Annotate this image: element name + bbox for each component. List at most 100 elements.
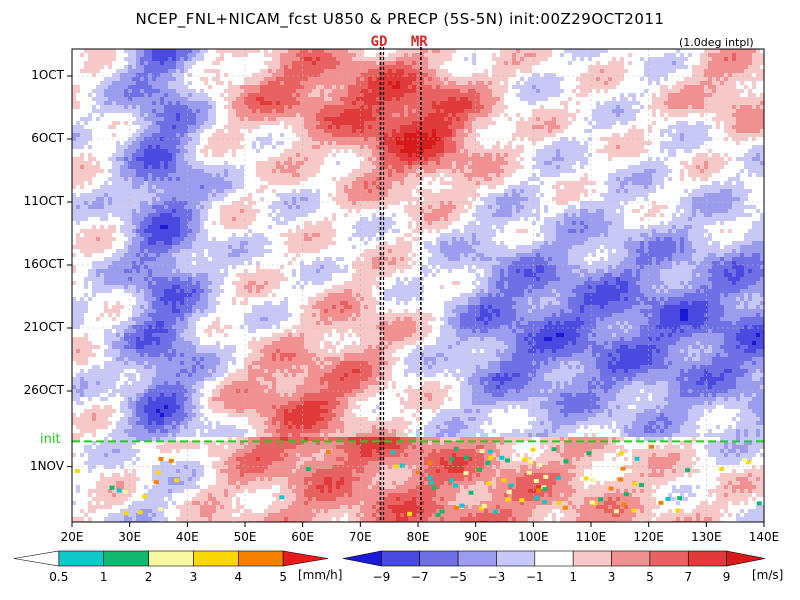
u850-cell <box>440 121 445 126</box>
u850-cell <box>312 77 317 82</box>
u850-cell <box>300 77 305 82</box>
u850-cell <box>196 121 201 126</box>
u850-cell <box>576 153 581 158</box>
u850-cell <box>208 93 213 98</box>
u850-cell <box>464 57 469 62</box>
u850-cell <box>432 145 437 150</box>
u850-cell <box>184 69 189 74</box>
u850-cell <box>360 85 365 90</box>
u850-cell <box>724 117 729 122</box>
u850-cell <box>516 97 521 102</box>
u850-cell <box>72 89 77 94</box>
u850-cell <box>260 69 265 74</box>
u850-cell <box>548 89 553 94</box>
u850-cell <box>720 61 725 66</box>
u850-cell <box>472 85 477 90</box>
u850-cell <box>612 109 617 114</box>
u850-cell <box>468 93 473 98</box>
u850-cell <box>84 81 89 86</box>
u850-cell <box>460 69 465 74</box>
u850-cell <box>384 69 389 74</box>
u850-cell <box>636 121 641 126</box>
u850-cell <box>304 61 309 66</box>
u850-cell <box>192 101 197 106</box>
u850-cell <box>640 73 645 78</box>
u850-cell <box>128 53 133 58</box>
u850-cell <box>732 125 737 130</box>
u850-cell <box>192 105 197 110</box>
u850-cell <box>192 73 197 78</box>
u850-cell <box>156 57 161 62</box>
u850-cell <box>312 141 317 146</box>
u850-cell <box>212 101 217 106</box>
u850-cell <box>272 105 277 110</box>
u850-cell <box>336 149 341 154</box>
u850-cell <box>600 81 605 86</box>
u850-cell <box>216 145 221 150</box>
u850-cell <box>220 117 225 122</box>
u850-cell <box>436 125 441 130</box>
u850-cell <box>440 53 445 58</box>
u850-cell <box>708 109 713 114</box>
u850-cell <box>128 73 133 78</box>
u850-cell <box>628 85 633 90</box>
u850-cell <box>88 113 93 118</box>
u850-cell <box>396 53 401 58</box>
u850-cell <box>140 153 145 158</box>
u850-cell <box>280 101 285 106</box>
u850-cell <box>128 129 133 134</box>
u850-cell <box>220 49 225 54</box>
u850-cell <box>336 113 341 118</box>
u850-cell <box>716 69 721 74</box>
u850-cell <box>252 53 257 58</box>
u850-cell <box>356 101 361 106</box>
u850-cell <box>264 109 269 114</box>
u850-cell <box>740 145 745 150</box>
u850-cell <box>508 121 513 126</box>
u850-cell <box>484 137 489 142</box>
u850-cell <box>96 73 101 78</box>
u850-cell <box>376 125 381 130</box>
u850-cell <box>444 101 449 106</box>
u850-cell <box>208 105 213 110</box>
u850-cell <box>380 69 385 74</box>
u850-cell <box>680 69 685 74</box>
u850-cell <box>76 77 81 82</box>
u850-cell <box>496 77 501 82</box>
u850-cell <box>228 105 233 110</box>
u850-cell <box>660 89 665 94</box>
u850-cell <box>156 65 161 70</box>
u850-cell <box>664 129 669 134</box>
u850-cell <box>452 125 457 130</box>
u850-cell <box>656 73 661 78</box>
u850-cell <box>576 141 581 146</box>
u850-cell <box>220 133 225 138</box>
u850-cell <box>208 113 213 118</box>
u850-cell <box>256 129 261 134</box>
u850-cell <box>444 125 449 130</box>
u850-cell <box>384 113 389 118</box>
u850-cell <box>632 93 637 98</box>
u850-cell <box>736 141 741 146</box>
u850-cell <box>584 61 589 66</box>
u850-cell <box>512 153 517 158</box>
u850-cell <box>744 49 749 54</box>
u850-cell <box>372 129 377 134</box>
u850-cell <box>312 97 317 102</box>
u850-cell <box>280 81 285 86</box>
u850-cell <box>156 129 161 134</box>
u850-cell <box>148 89 153 94</box>
u850-cell <box>164 53 169 58</box>
u850-cell <box>676 53 681 58</box>
u850-cell <box>220 113 225 118</box>
u850-cell <box>228 101 233 106</box>
u850-cell <box>604 105 609 110</box>
u850-cell <box>700 93 705 98</box>
u850-cell <box>412 53 417 58</box>
u850-cell <box>644 53 649 58</box>
u850-cell <box>728 85 733 90</box>
u850-cell <box>472 105 477 110</box>
u850-cell <box>576 157 581 162</box>
u850-cell <box>572 73 577 78</box>
u850-cell <box>344 113 349 118</box>
